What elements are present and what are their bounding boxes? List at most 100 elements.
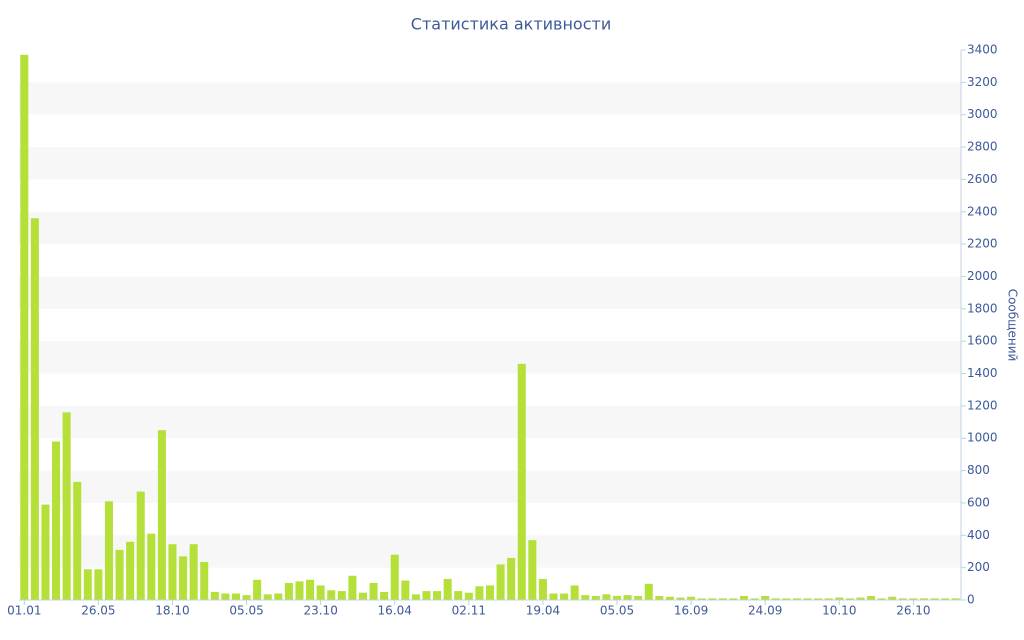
bar (697, 598, 706, 600)
bar (634, 595, 643, 600)
bar (507, 557, 516, 600)
bar (560, 593, 569, 600)
bar (919, 598, 928, 600)
bar (602, 594, 611, 600)
bar (729, 598, 738, 600)
bar (136, 491, 145, 600)
bar (570, 585, 579, 600)
y-tick-label: 1800 (967, 301, 998, 315)
bar (740, 595, 749, 600)
bar (485, 585, 495, 600)
y-axis-title: Сообщений (1006, 289, 1020, 362)
bar (41, 504, 50, 600)
bar (867, 595, 876, 600)
x-tick-label: 05.05 (600, 604, 634, 618)
x-tick-label: 16.09 (674, 604, 708, 618)
bar (623, 595, 632, 600)
y-tick-label: 1200 (967, 398, 998, 412)
bar (306, 579, 315, 600)
bar (380, 591, 389, 600)
bar (411, 594, 420, 600)
bar (242, 595, 251, 600)
bar (157, 430, 166, 600)
y-tick-label: 1400 (967, 366, 998, 380)
bar (612, 595, 622, 600)
bar (348, 575, 357, 600)
bar (644, 583, 653, 600)
bar (30, 218, 39, 600)
x-tick-label: 10.10 (822, 604, 856, 618)
bar (20, 54, 29, 600)
grid-band (19, 82, 961, 115)
bar (73, 481, 82, 600)
bar (708, 598, 717, 600)
bar (856, 597, 865, 600)
bar (591, 595, 600, 600)
bar (189, 544, 198, 600)
bar (443, 578, 452, 600)
x-tick-label: 19.04 (526, 604, 560, 618)
bar (179, 556, 188, 600)
bar (390, 554, 399, 600)
y-tick-label: 3200 (967, 75, 998, 89)
bar (665, 596, 674, 600)
bar (210, 591, 219, 600)
bar (549, 593, 558, 600)
chart-title: Статистика активности (411, 15, 611, 34)
bar (221, 593, 230, 600)
bar (655, 595, 664, 600)
bar (909, 598, 918, 600)
y-tick-label: 2800 (967, 140, 998, 154)
grid-band (19, 470, 961, 503)
bar (761, 595, 770, 600)
x-tick-label: 26.05 (81, 604, 115, 618)
bar (147, 533, 156, 600)
y-tick-label: 2200 (967, 237, 998, 251)
bar (284, 583, 293, 600)
y-tick-label: 0 (967, 593, 975, 607)
x-tick-label: 01.01 (7, 604, 41, 618)
bar (528, 540, 537, 600)
bar (401, 580, 410, 600)
bar (263, 594, 272, 600)
y-tick-label: 2400 (967, 204, 998, 218)
bar (104, 501, 113, 600)
bar (782, 598, 791, 600)
grid-band (19, 341, 961, 374)
y-tick-label: 1000 (967, 431, 998, 445)
bar (845, 598, 854, 600)
bar (337, 591, 346, 600)
grid-band (19, 405, 961, 439)
bar (253, 579, 262, 600)
bar (814, 598, 823, 600)
x-tick-label: 24.09 (748, 604, 782, 618)
bar (454, 591, 463, 600)
bar (803, 598, 812, 600)
grid-band (19, 276, 961, 309)
y-tick-label: 2000 (967, 269, 998, 283)
bar (295, 581, 304, 600)
bar (168, 544, 177, 600)
bar (200, 561, 209, 600)
x-tick-label: 18.10 (155, 604, 189, 618)
bar (358, 592, 368, 600)
bar (930, 598, 939, 600)
y-tick-label: 3000 (967, 107, 998, 121)
bar (231, 593, 240, 600)
bar (369, 583, 378, 600)
grid-band (19, 211, 961, 245)
bar (676, 597, 685, 600)
bar (83, 569, 92, 600)
x-tick-label: 02.11 (452, 604, 486, 618)
bar (316, 585, 325, 600)
bar (877, 598, 886, 600)
bar (274, 593, 283, 600)
bar (422, 591, 431, 600)
bar (52, 441, 61, 600)
bar (115, 549, 124, 600)
bar (835, 597, 844, 600)
y-tick-label: 1600 (967, 334, 998, 348)
bar (771, 598, 780, 600)
bar (496, 564, 505, 600)
